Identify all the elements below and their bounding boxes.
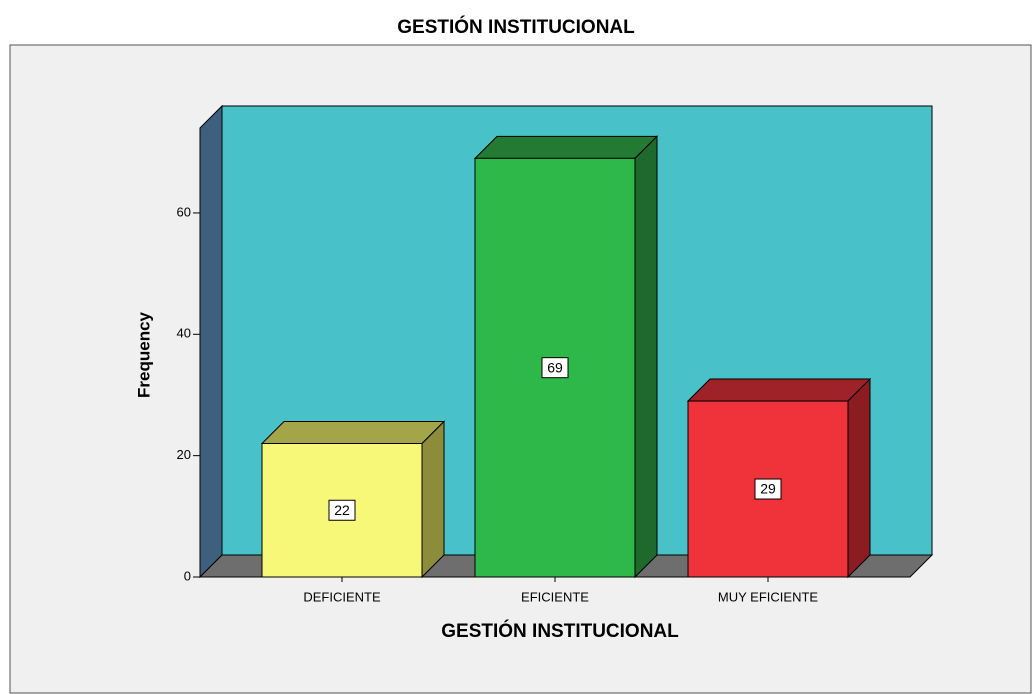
bar-top — [260, 421, 446, 445]
x-tick-label: DEFICIENTE — [303, 589, 381, 604]
bar-side — [847, 377, 871, 579]
bar-top — [473, 135, 659, 159]
left-wall — [199, 104, 223, 579]
x-tick-label: MUY EFICIENTE — [718, 589, 818, 604]
bar-top — [686, 378, 872, 402]
bar-side — [421, 420, 445, 579]
y-tick-label: 40 — [177, 326, 191, 341]
value-label-box — [328, 499, 356, 521]
x-tick-label: EFICIENTE — [521, 589, 589, 604]
bar-side — [634, 135, 658, 579]
y-tick-label: 60 — [177, 204, 191, 219]
value-label: 22 — [334, 502, 350, 518]
value-label: 29 — [760, 481, 776, 497]
x-axis-title: GESTIÓN INSTITUCIONAL — [441, 620, 679, 642]
value-label-box — [541, 357, 569, 379]
value-label-box — [754, 478, 782, 500]
chart-title: GESTIÓN INSTITUCIONAL — [397, 16, 635, 38]
y-tick-label: 20 — [177, 447, 191, 462]
y-axis-title: Frequency — [134, 311, 153, 398]
value-label: 69 — [547, 359, 563, 375]
y-tick-label: 0 — [184, 568, 191, 583]
